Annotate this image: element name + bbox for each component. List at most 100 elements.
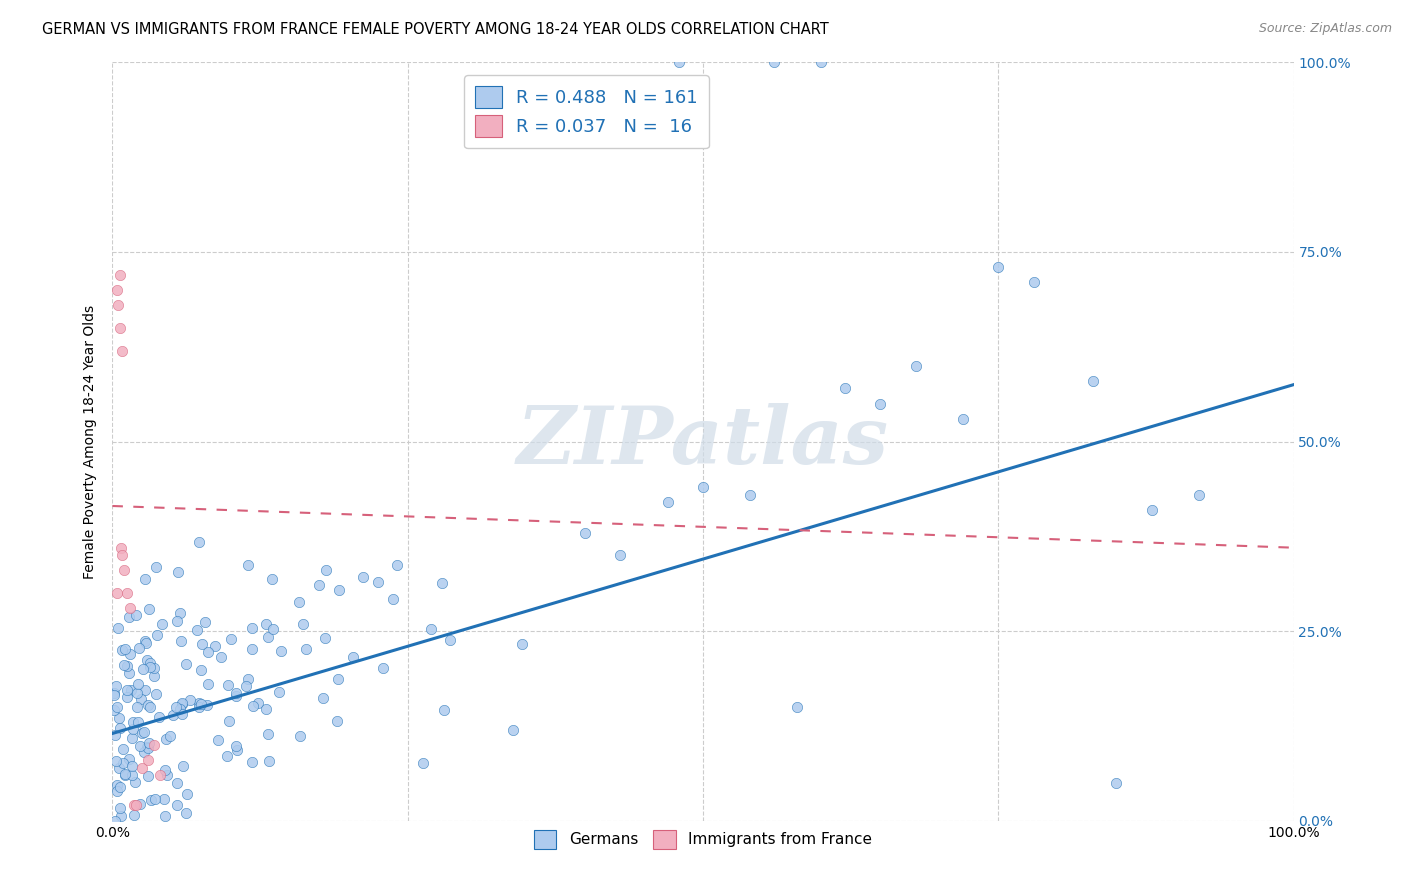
Point <box>240 621 263 635</box>
Point <box>270 644 292 658</box>
Point <box>122 798 145 813</box>
Point <box>367 574 389 589</box>
Point <box>308 578 330 592</box>
Point <box>114 767 136 781</box>
Point <box>117 665 139 680</box>
Point <box>254 617 277 632</box>
Point <box>138 656 160 670</box>
Point <box>371 661 394 675</box>
Point <box>188 700 211 714</box>
Point <box>132 745 155 759</box>
Point <box>139 660 162 674</box>
Point <box>145 687 167 701</box>
Point <box>412 756 434 770</box>
Point <box>166 798 188 813</box>
Point <box>869 396 891 410</box>
Point <box>352 569 374 583</box>
Point <box>136 753 159 767</box>
Point <box>176 788 198 802</box>
Point <box>105 283 128 297</box>
Point <box>121 759 143 773</box>
Point <box>138 699 160 714</box>
Point <box>1022 275 1045 289</box>
Point <box>219 632 242 646</box>
Point <box>110 809 132 823</box>
Point <box>225 686 247 700</box>
Point <box>1140 503 1163 517</box>
Point <box>217 678 239 692</box>
Point <box>225 689 247 703</box>
Point <box>105 754 128 768</box>
Point <box>197 676 219 690</box>
Point <box>117 682 139 697</box>
Point <box>236 673 259 687</box>
Point <box>149 768 172 782</box>
Point <box>156 768 179 782</box>
Point <box>124 775 146 789</box>
Point <box>120 648 142 662</box>
Point <box>112 658 135 673</box>
Point <box>148 710 170 724</box>
Point <box>114 768 136 782</box>
Point <box>987 260 1010 275</box>
Point <box>165 700 187 714</box>
Point <box>1081 374 1104 388</box>
Point <box>115 690 138 705</box>
Point <box>810 55 832 70</box>
Point <box>112 564 135 578</box>
Point <box>312 691 335 706</box>
Point <box>194 615 217 630</box>
Point <box>143 669 166 683</box>
Point <box>207 732 229 747</box>
Point <box>128 739 150 753</box>
Point <box>762 55 785 70</box>
Point <box>136 769 159 783</box>
Point <box>204 639 226 653</box>
Point <box>104 679 127 693</box>
Point <box>135 739 157 754</box>
Point <box>254 702 277 716</box>
Point <box>141 792 163 806</box>
Point <box>121 731 143 745</box>
Point <box>131 726 153 740</box>
Point <box>269 684 291 698</box>
Point <box>125 700 148 714</box>
Point <box>169 702 191 716</box>
Point <box>103 686 125 700</box>
Text: Source: ZipAtlas.com: Source: ZipAtlas.com <box>1258 22 1392 36</box>
Point <box>108 711 131 725</box>
Point <box>127 677 149 691</box>
Point <box>153 808 176 822</box>
Point <box>128 641 150 656</box>
Point <box>166 614 188 628</box>
Point <box>235 679 257 693</box>
Point <box>117 751 139 765</box>
Point <box>136 741 159 756</box>
Point <box>118 609 141 624</box>
Point <box>187 535 209 549</box>
Point <box>287 594 309 608</box>
Point <box>190 663 212 677</box>
Point <box>138 602 160 616</box>
Point <box>134 634 156 648</box>
Point <box>127 715 149 730</box>
Point <box>105 783 128 797</box>
Point <box>295 642 318 657</box>
Point <box>111 548 134 563</box>
Point <box>439 633 461 648</box>
Point <box>904 359 927 373</box>
Point <box>108 801 131 815</box>
Point <box>170 634 193 648</box>
Point <box>191 637 214 651</box>
Point <box>609 548 631 563</box>
Point <box>190 697 212 711</box>
Point <box>108 780 131 795</box>
Point <box>111 643 134 657</box>
Point <box>342 649 364 664</box>
Point <box>166 776 188 790</box>
Point <box>668 55 690 70</box>
Point <box>153 763 176 777</box>
Point <box>120 683 142 698</box>
Point <box>143 661 166 675</box>
Point <box>114 642 136 657</box>
